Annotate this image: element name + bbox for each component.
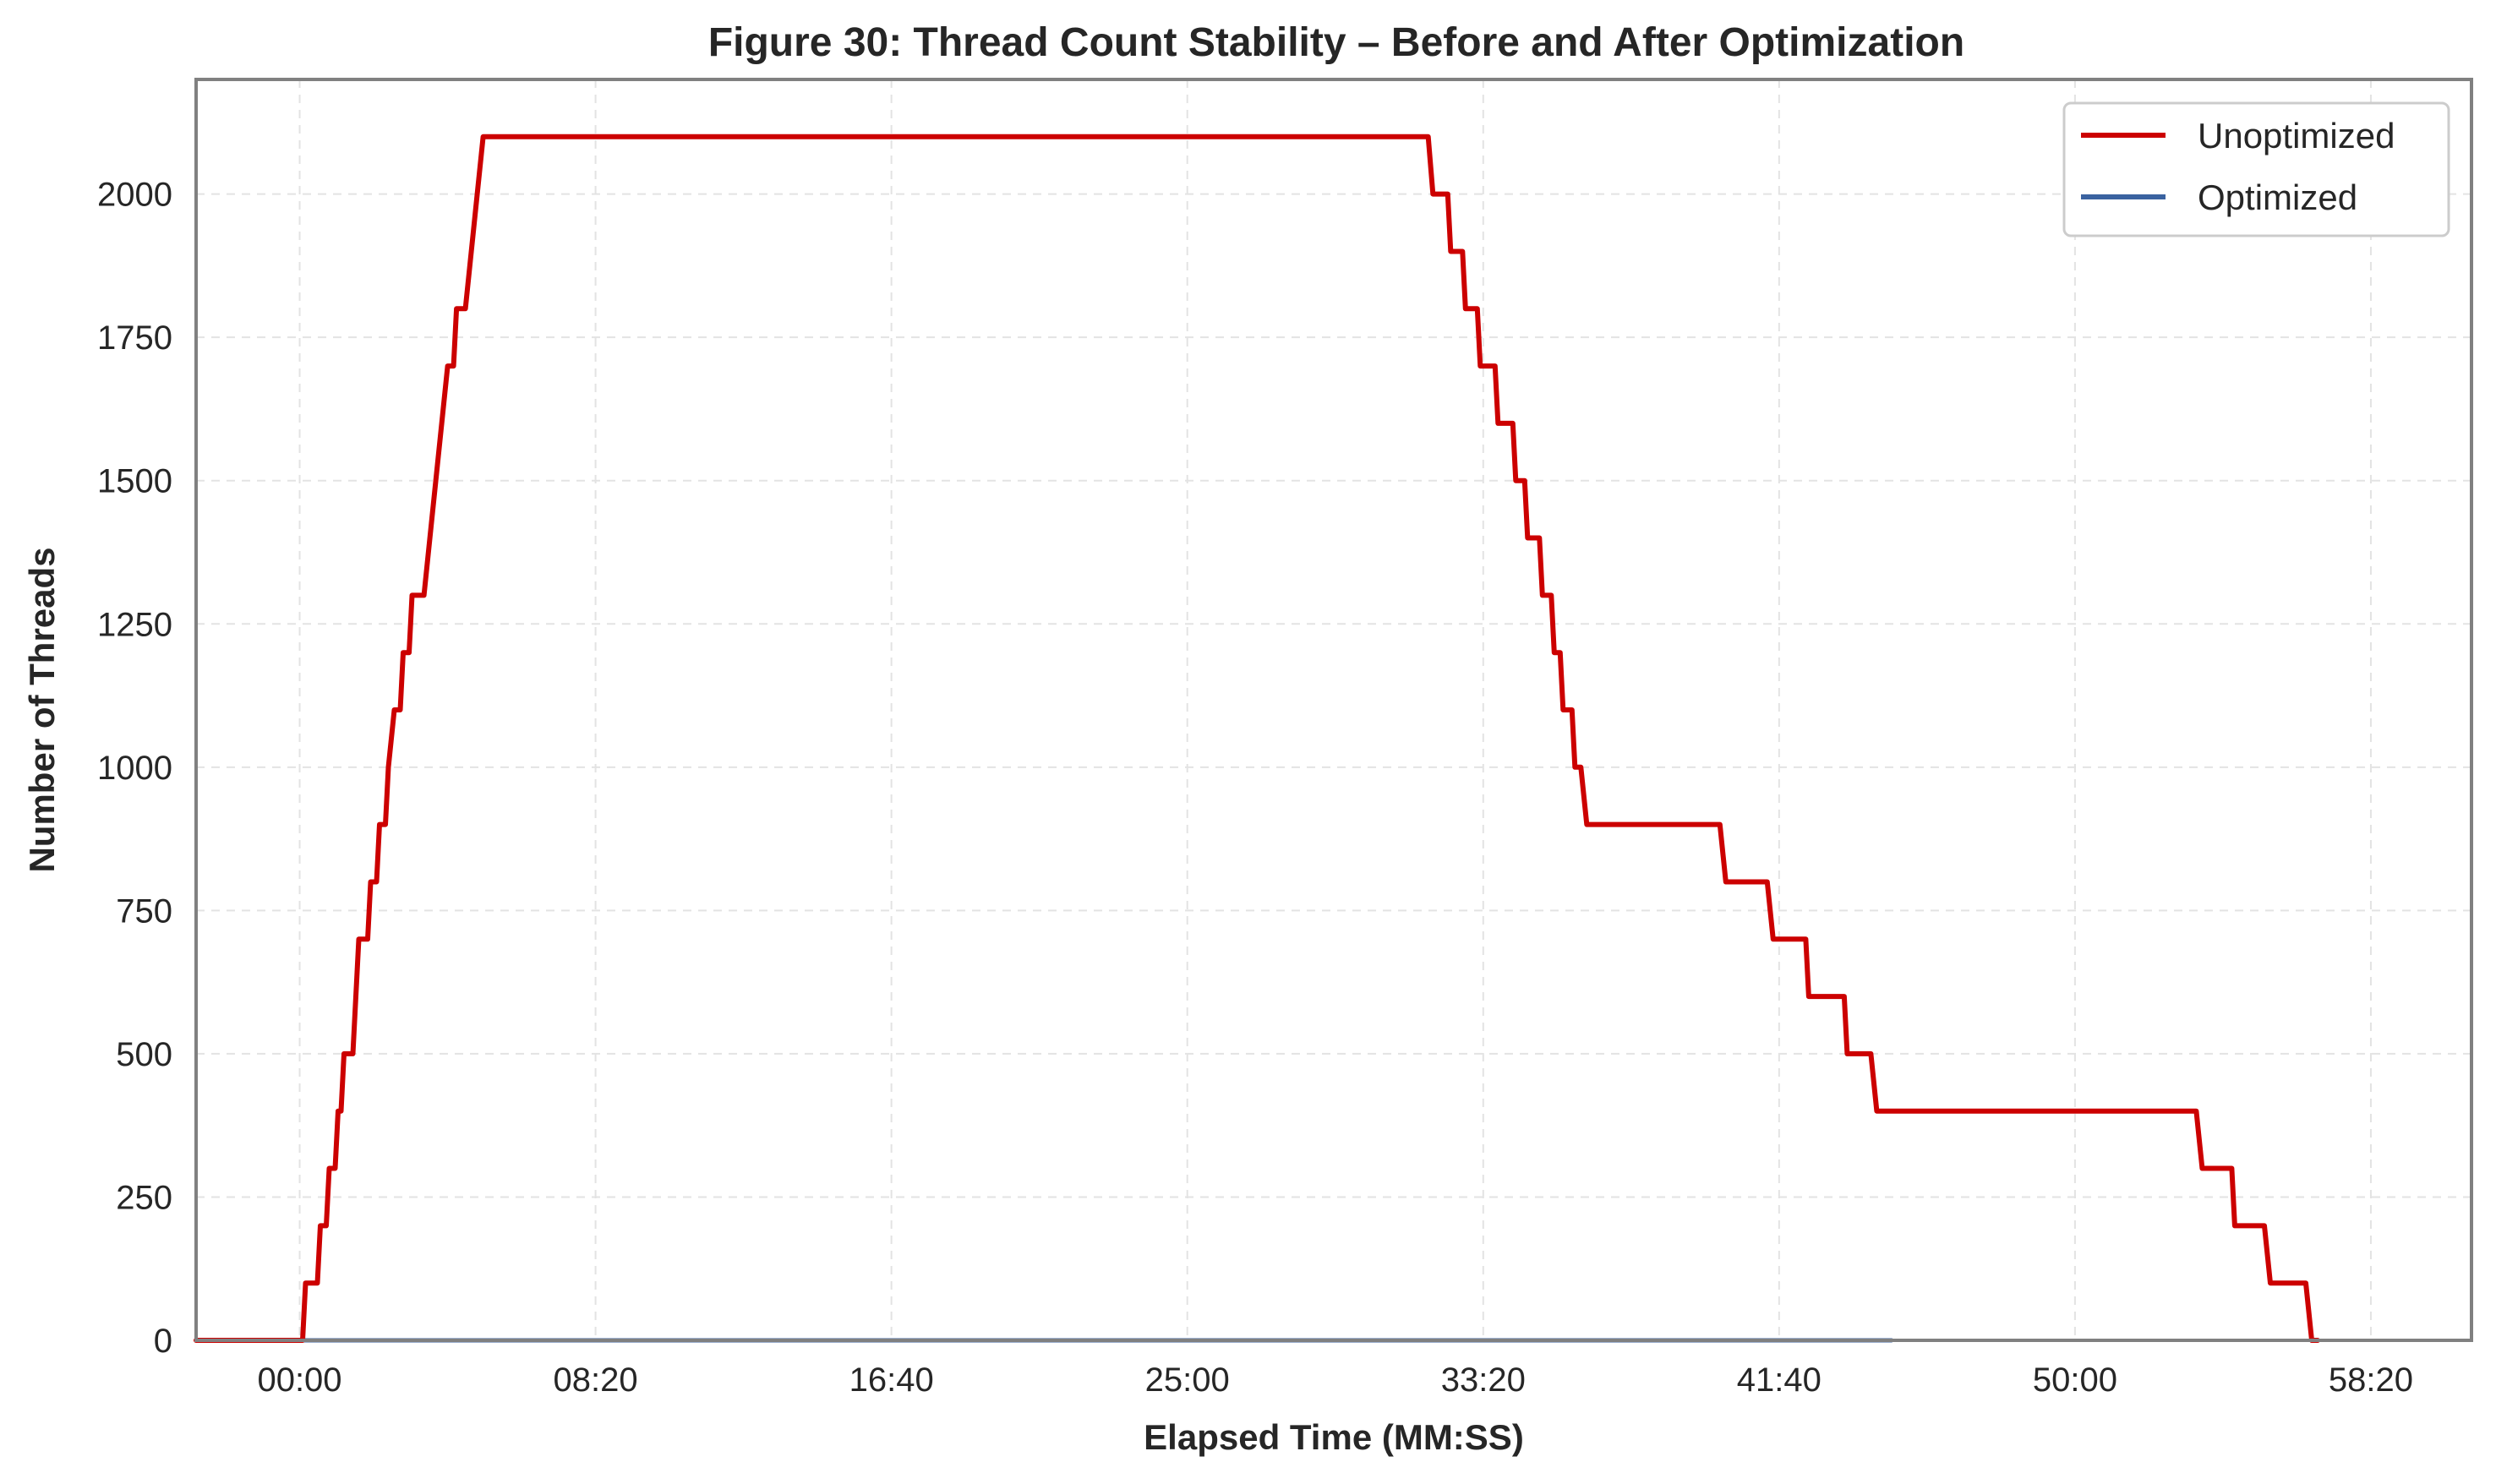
y-tick-label: 0 bbox=[154, 1323, 172, 1360]
y-axis-ticks: 0 250 500 750 1000 1250 1500 1750 2000 bbox=[97, 177, 172, 1360]
x-tick-label: 58:20 bbox=[2329, 1361, 2413, 1399]
y-tick-label: 500 bbox=[116, 1036, 172, 1073]
chart-title: Figure 30: Thread Count Stability – Befo… bbox=[708, 20, 1964, 65]
y-axis-label: Number of Threads bbox=[22, 547, 62, 872]
y-tick-label: 2000 bbox=[97, 177, 172, 214]
x-tick-label: 50:00 bbox=[2033, 1361, 2117, 1399]
x-tick-label: 41:40 bbox=[1737, 1361, 1821, 1399]
y-tick-label: 1250 bbox=[97, 606, 172, 643]
x-axis-label: Elapsed Time (MM:SS) bbox=[1144, 1417, 1524, 1457]
x-tick-label: 25:00 bbox=[1145, 1361, 1230, 1399]
legend: Unoptimized Optimized bbox=[2062, 101, 2450, 237]
grid-lines bbox=[196, 79, 2471, 1340]
y-tick-label: 1000 bbox=[97, 750, 172, 787]
x-tick-label: 08:20 bbox=[554, 1361, 638, 1399]
y-tick-label: 1500 bbox=[97, 463, 172, 500]
x-axis-ticks: 00:00 08:20 16:40 25:00 33:20 41:40 50:00 58:20 bbox=[257, 1361, 2413, 1399]
legend-label-optimized: Optimized bbox=[2198, 177, 2357, 217]
series-line-unoptimized bbox=[194, 134, 2320, 1343]
x-tick-label: 16:40 bbox=[849, 1361, 934, 1399]
plot-frame bbox=[194, 78, 2473, 1342]
y-tick-label: 1750 bbox=[97, 319, 172, 357]
x-tick-label: 00:00 bbox=[257, 1361, 341, 1399]
y-tick-label: 750 bbox=[116, 892, 172, 930]
legend-label-unoptimized: Unoptimized bbox=[2198, 116, 2395, 155]
y-tick-label: 250 bbox=[116, 1179, 172, 1216]
x-tick-label: 33:20 bbox=[1441, 1361, 1526, 1399]
